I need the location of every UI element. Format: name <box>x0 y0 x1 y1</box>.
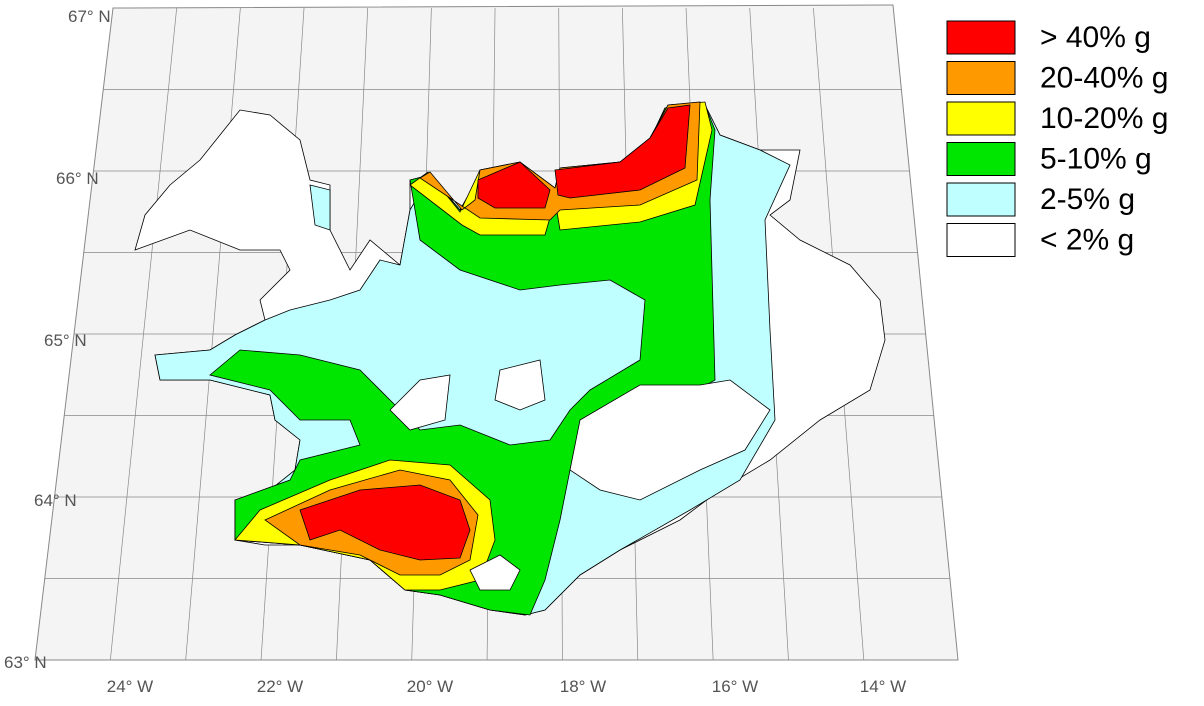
glacier <box>569 379 771 501</box>
legend-swatch <box>946 101 1016 136</box>
axis-labels: 67° N 66° N 65° N 64° N 63° N 24° W 22° W 20° W… <box>4 7 906 696</box>
meridian <box>109 7 178 661</box>
glacier <box>469 554 521 591</box>
latitude-label: 63° N <box>4 653 47 672</box>
longitude-label: 18° W <box>560 677 606 696</box>
glacier <box>389 374 451 431</box>
zone-above-40 <box>299 484 471 561</box>
legend-swatch <box>946 61 1016 95</box>
meridian <box>185 7 241 661</box>
longitude-label: 24° W <box>107 677 153 696</box>
legend: > 40% g 20-40% g 10-20% g 5-10% g 2-5% g < 2%… <box>946 20 1168 257</box>
legend-swatch <box>946 142 1016 176</box>
legend-label: 10-20% g <box>1040 102 1168 135</box>
legend-swatch <box>946 20 1016 55</box>
longitude-label: 22° W <box>257 677 303 696</box>
legend-label: < 2% g <box>1040 223 1134 256</box>
zone-2-5 <box>309 184 331 231</box>
latitude-label: 67° N <box>68 7 111 26</box>
legend-label: 2-5% g <box>1040 183 1135 216</box>
latitude-label: 66° N <box>56 169 99 188</box>
latitude-label: 64° N <box>34 491 77 510</box>
latitude-label: 65° N <box>44 331 87 350</box>
glacier <box>494 359 546 411</box>
longitude-label: 14° W <box>860 677 906 696</box>
legend-label: 20-40% g <box>1040 61 1168 94</box>
zone-above-40 <box>477 161 551 209</box>
longitude-label: 16° W <box>712 677 758 696</box>
longitude-label: 20° W <box>407 677 453 696</box>
legend-swatch <box>946 182 1016 217</box>
legend-swatch <box>946 223 1016 257</box>
legend-label: 5-10% g <box>1040 142 1152 175</box>
zone-above-40 <box>554 104 691 199</box>
legend-label: > 40% g <box>1040 21 1151 54</box>
